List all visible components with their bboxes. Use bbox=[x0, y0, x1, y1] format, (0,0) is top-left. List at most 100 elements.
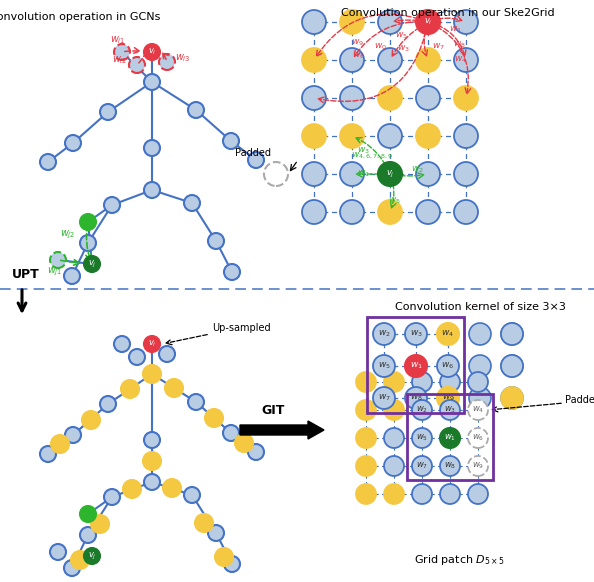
Circle shape bbox=[378, 200, 402, 224]
Circle shape bbox=[501, 323, 523, 345]
Text: $w_{i2}$: $w_{i2}$ bbox=[112, 54, 127, 66]
Circle shape bbox=[84, 256, 100, 272]
Circle shape bbox=[468, 428, 488, 448]
Text: Grid patch $D_{5\times5}$: Grid patch $D_{5\times5}$ bbox=[415, 553, 505, 567]
Circle shape bbox=[302, 86, 326, 110]
Circle shape bbox=[501, 387, 523, 409]
Circle shape bbox=[356, 484, 376, 504]
Circle shape bbox=[159, 54, 175, 70]
Circle shape bbox=[64, 560, 80, 576]
Circle shape bbox=[40, 154, 56, 170]
Circle shape bbox=[80, 506, 96, 522]
Text: UPT: UPT bbox=[12, 268, 40, 281]
Circle shape bbox=[224, 556, 240, 572]
Circle shape bbox=[205, 409, 223, 427]
Circle shape bbox=[440, 484, 460, 504]
Text: $w_{4}$: $w_{4}$ bbox=[441, 329, 454, 339]
Text: $w_5$: $w_5$ bbox=[394, 31, 407, 41]
Circle shape bbox=[235, 434, 253, 452]
Text: $v_j$: $v_j$ bbox=[386, 168, 394, 180]
Text: $w_1$: $w_1$ bbox=[356, 169, 369, 179]
Circle shape bbox=[144, 44, 160, 60]
Circle shape bbox=[340, 86, 364, 110]
Circle shape bbox=[302, 200, 326, 224]
Circle shape bbox=[114, 336, 130, 352]
Text: Padded: Padded bbox=[565, 395, 594, 405]
Circle shape bbox=[82, 411, 100, 429]
Circle shape bbox=[248, 444, 264, 460]
Text: $w_3$: $w_3$ bbox=[397, 44, 409, 54]
Circle shape bbox=[501, 355, 523, 377]
Circle shape bbox=[144, 474, 160, 490]
Circle shape bbox=[416, 48, 440, 72]
Circle shape bbox=[302, 10, 326, 34]
Text: $w_{3}$: $w_{3}$ bbox=[410, 329, 422, 339]
Text: $w_{j2}$: $w_{j2}$ bbox=[59, 229, 75, 241]
Text: $w_{3}$: $w_{3}$ bbox=[444, 404, 456, 415]
Circle shape bbox=[71, 551, 89, 569]
Text: $w_{4}$: $w_{4}$ bbox=[472, 404, 484, 415]
Circle shape bbox=[80, 235, 96, 251]
Circle shape bbox=[50, 544, 66, 560]
Circle shape bbox=[469, 387, 491, 409]
Circle shape bbox=[302, 162, 326, 186]
Text: $w_1$: $w_1$ bbox=[444, 433, 456, 443]
Circle shape bbox=[100, 396, 116, 412]
Circle shape bbox=[208, 525, 224, 541]
Circle shape bbox=[384, 484, 404, 504]
Circle shape bbox=[143, 365, 161, 383]
Circle shape bbox=[302, 124, 326, 148]
Text: $w_{5}$: $w_{5}$ bbox=[378, 361, 390, 371]
Circle shape bbox=[100, 104, 116, 120]
Circle shape bbox=[454, 86, 478, 110]
Circle shape bbox=[340, 124, 364, 148]
Circle shape bbox=[378, 86, 402, 110]
Circle shape bbox=[91, 515, 109, 533]
Circle shape bbox=[468, 456, 488, 476]
Circle shape bbox=[378, 162, 402, 186]
Circle shape bbox=[437, 323, 459, 345]
Circle shape bbox=[384, 400, 404, 420]
Circle shape bbox=[440, 456, 460, 476]
Text: $w_{9}$: $w_{9}$ bbox=[441, 393, 454, 403]
Text: Up-sampled: Up-sampled bbox=[212, 323, 271, 333]
Circle shape bbox=[454, 200, 478, 224]
Circle shape bbox=[469, 355, 491, 377]
Text: $w_7$: $w_7$ bbox=[432, 42, 444, 52]
Circle shape bbox=[454, 48, 478, 72]
Circle shape bbox=[468, 372, 488, 392]
Text: $w_{2}$: $w_{2}$ bbox=[378, 329, 390, 339]
Circle shape bbox=[159, 346, 175, 362]
Circle shape bbox=[378, 124, 402, 148]
Text: $w_{i1}$: $w_{i1}$ bbox=[110, 34, 126, 46]
Text: $w_5$: $w_5$ bbox=[387, 196, 400, 206]
Circle shape bbox=[440, 428, 460, 448]
Text: $w_8$: $w_8$ bbox=[453, 40, 466, 50]
Circle shape bbox=[454, 162, 478, 186]
Text: $v_j$: $v_j$ bbox=[88, 551, 96, 562]
Circle shape bbox=[64, 268, 80, 284]
Circle shape bbox=[468, 484, 488, 504]
Circle shape bbox=[384, 372, 404, 392]
Circle shape bbox=[188, 394, 204, 410]
Circle shape bbox=[144, 336, 160, 352]
Circle shape bbox=[50, 252, 66, 268]
Circle shape bbox=[114, 44, 130, 60]
Circle shape bbox=[340, 200, 364, 224]
Text: Convolution operation in our Ske2Grid: Convolution operation in our Ske2Grid bbox=[341, 8, 555, 18]
Circle shape bbox=[405, 323, 427, 345]
Circle shape bbox=[248, 152, 264, 168]
Text: $w_{7}$: $w_{7}$ bbox=[378, 393, 390, 403]
Text: $w_2$: $w_2$ bbox=[410, 165, 424, 175]
Circle shape bbox=[224, 264, 240, 280]
Circle shape bbox=[501, 387, 523, 409]
Circle shape bbox=[144, 182, 160, 198]
Circle shape bbox=[104, 489, 120, 505]
Text: $w_{4,6,7,8,9}$: $w_{4,6,7,8,9}$ bbox=[351, 151, 393, 161]
Circle shape bbox=[440, 372, 460, 392]
Circle shape bbox=[144, 140, 160, 156]
Circle shape bbox=[184, 487, 200, 503]
Text: Padded: Padded bbox=[235, 148, 271, 158]
Circle shape bbox=[373, 355, 395, 377]
Text: $w_3$: $w_3$ bbox=[356, 146, 369, 156]
